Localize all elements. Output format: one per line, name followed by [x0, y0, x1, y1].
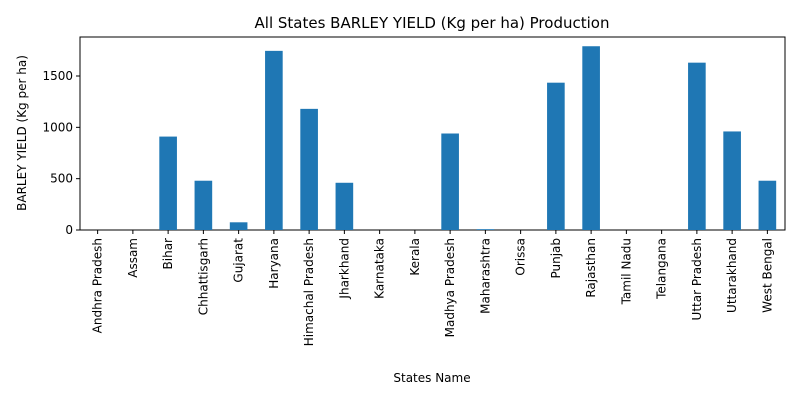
bar-chhattisgarh — [194, 180, 213, 230]
y-tick-label: 1500 — [42, 69, 73, 83]
bar-uttar-pradesh — [688, 62, 706, 231]
x-tick-label: Andhra Pradesh — [91, 238, 105, 333]
bar-gujarat — [229, 222, 248, 230]
y-tick-label: 1000 — [42, 120, 73, 134]
bar-jharkhand — [335, 182, 354, 230]
x-tick-label: Haryana — [267, 238, 281, 289]
x-tick-label: Bihar — [161, 238, 175, 270]
bar-haryana — [265, 50, 283, 231]
y-tick-label: 500 — [50, 172, 73, 186]
y-axis: 0 500 1000 1500 — [42, 69, 80, 237]
x-tick-label: Himachal Pradesh — [302, 238, 316, 346]
y-axis-label: BARLEY YIELD (Kg per ha) — [15, 55, 29, 211]
bar-rajasthan — [582, 46, 600, 230]
plot-area — [79, 36, 786, 231]
x-tick-label: Gujarat — [232, 238, 246, 283]
bar-maharashtra — [476, 229, 495, 230]
x-axis: Andhra Pradesh Assam Bihar Chhattisgarh Guja… — [91, 230, 774, 346]
x-tick-label: Maharashtra — [478, 238, 492, 314]
bar-himachal-pradesh — [300, 108, 318, 230]
chart-title: All States BARLEY YIELD (Kg per ha) Prod… — [255, 14, 610, 32]
bar-west-bengal — [758, 180, 777, 230]
y-tick-label: 0 — [65, 223, 73, 237]
x-tick-label: Rajasthan — [584, 238, 598, 298]
x-axis-label: States Name — [393, 371, 470, 385]
bar-madhya-pradesh — [441, 133, 459, 230]
bar-uttarakhand — [723, 131, 741, 230]
x-tick-label: Punjab — [549, 238, 563, 279]
x-tick-label: West Bengal — [760, 238, 774, 313]
plot-frame — [79, 36, 786, 231]
bar-punjab — [547, 82, 565, 231]
x-tick-label: Uttarakhand — [725, 238, 739, 313]
x-tick-label: Kerala — [408, 238, 422, 276]
x-tick-label: Karnataka — [373, 238, 387, 299]
x-tick-label: Assam — [126, 238, 140, 278]
x-tick-label: Telangana — [655, 238, 669, 300]
bar-bihar — [159, 136, 177, 230]
x-tick-label: Tamil Nadu — [619, 238, 633, 305]
x-tick-label: Madhya Pradesh — [443, 238, 457, 337]
x-tick-label: Jharkhand — [337, 238, 351, 300]
x-tick-label: Orissa — [514, 238, 528, 276]
bars — [159, 46, 777, 231]
x-tick-label: Chhattisgarh — [196, 238, 210, 315]
x-tick-label: Uttar Pradesh — [690, 238, 704, 320]
